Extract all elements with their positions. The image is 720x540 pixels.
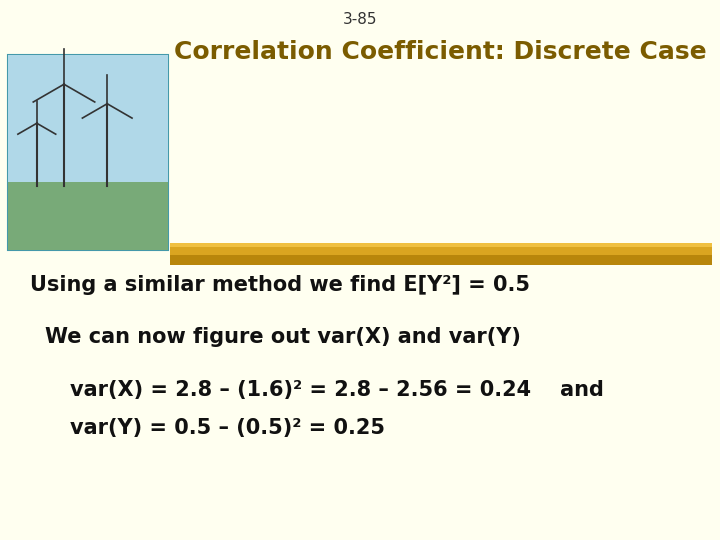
- Text: var(X) = 2.8 – (1.6)² = 2.8 – 2.56 = 0.24    and: var(X) = 2.8 – (1.6)² = 2.8 – 2.56 = 0.2…: [70, 380, 604, 400]
- Bar: [170, 243, 712, 247]
- Bar: [8, 55, 168, 182]
- Bar: [170, 247, 712, 255]
- Bar: [170, 255, 712, 265]
- Text: Correlation Coefficient: Discrete Case: Correlation Coefficient: Discrete Case: [174, 40, 706, 64]
- Text: We can now figure out var(X) and var(Y): We can now figure out var(X) and var(Y): [45, 327, 521, 347]
- Text: 3-85: 3-85: [343, 12, 377, 27]
- Bar: [8, 55, 168, 250]
- Text: Using a similar method we find E[Y²] = 0.5: Using a similar method we find E[Y²] = 0…: [30, 275, 530, 295]
- Bar: [8, 182, 168, 250]
- Text: var(Y) = 0.5 – (0.5)² = 0.25: var(Y) = 0.5 – (0.5)² = 0.25: [70, 418, 385, 438]
